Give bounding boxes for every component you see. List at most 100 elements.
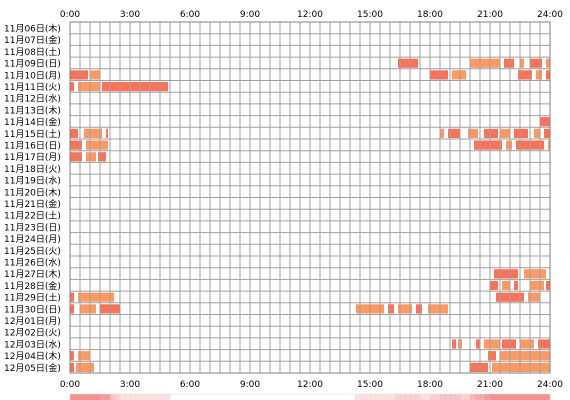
activity-bar: [86, 152, 96, 162]
density-cell: [350, 394, 355, 400]
density-cell: [480, 394, 486, 400]
activity-bar: [468, 128, 478, 138]
activity-bar: [86, 140, 108, 150]
row-label: 12月03日(水): [4, 338, 61, 350]
x-tick-label-top: 18:00: [417, 10, 443, 20]
activity-bar: [484, 339, 500, 349]
density-cell: [100, 394, 106, 400]
density-cell: [155, 394, 161, 400]
density-cell: [520, 394, 526, 400]
density-cell: [215, 394, 220, 400]
x-tick-label-bottom: 15:00: [357, 380, 383, 390]
activity-bar: [546, 280, 550, 291]
row-label: 11月14日(金): [4, 116, 61, 128]
activity-bar: [78, 82, 100, 92]
density-cell: [470, 394, 476, 400]
row-label: 11月24日(月): [4, 234, 61, 245]
density-cell: [140, 394, 146, 400]
activity-bar: [398, 304, 412, 314]
activity-bar: [78, 351, 90, 361]
density-cell: [120, 394, 126, 400]
density-cell: [325, 394, 330, 400]
x-tick-label-bottom: 21:00: [477, 380, 503, 390]
activity-bar: [70, 128, 78, 138]
density-cell: [440, 394, 446, 400]
x-tick-label-top: 12:00: [297, 10, 323, 20]
density-cell: [300, 394, 305, 400]
activity-bar: [398, 58, 418, 68]
row-label: 11月17日(月): [4, 152, 61, 163]
density-cell: [315, 394, 320, 400]
density-cell: [450, 394, 456, 400]
density-cell: [540, 394, 546, 400]
density-cell: [285, 394, 290, 400]
activity-bar: [514, 280, 518, 291]
density-cell: [395, 394, 401, 400]
x-tick-label-top: 9:00: [240, 10, 260, 20]
density-cell: [190, 394, 195, 400]
density-cell: [260, 394, 265, 400]
density-cell: [495, 394, 501, 400]
activity-bar: [476, 339, 480, 349]
activity-bar: [520, 58, 524, 68]
density-cell: [445, 394, 451, 400]
activity-bar: [518, 70, 532, 80]
row-label: 11月09日(日): [4, 59, 61, 70]
activity-bar: [452, 70, 466, 80]
activity-bar: [416, 304, 422, 314]
density-cell: [320, 394, 325, 400]
activity-bar: [548, 140, 550, 150]
activity-bar: [546, 70, 550, 80]
activity-bar: [488, 351, 496, 361]
density-cell: [530, 394, 536, 400]
row-label: 11月18日(火): [4, 164, 61, 175]
activity-bar: [504, 58, 514, 68]
x-tick-label-bottom: 9:00: [240, 380, 260, 390]
density-cell: [390, 394, 396, 400]
row-label: 12月01日(月): [4, 316, 61, 327]
row-label: 11月22日(土): [4, 210, 61, 222]
activity-bar: [70, 351, 74, 361]
activity-bar: [106, 128, 108, 138]
activity-bar: [70, 292, 74, 302]
density-cell: [95, 394, 101, 400]
density-cell: [400, 394, 406, 400]
density-cell: [225, 394, 230, 400]
activity-bar: [80, 304, 96, 314]
row-label: 11月27日(木): [4, 268, 61, 280]
activity-bar: [452, 339, 456, 349]
row-label: 11月16日(日): [4, 141, 61, 152]
density-cell: [125, 394, 131, 400]
activity-bar: [448, 128, 460, 138]
top-axis-labels: 0:00 3:00 6:00 9:00 12:00 15:00 18:00 21:00 24:0…: [60, 10, 563, 20]
activity-bar: [70, 70, 88, 80]
x-tick-label-top: 24:00: [537, 10, 563, 20]
density-cell: [235, 394, 240, 400]
activity-bar: [536, 70, 542, 80]
activity-bar: [98, 152, 106, 162]
density-cell: [505, 394, 511, 400]
density-cell: [220, 394, 225, 400]
density-cell: [240, 394, 245, 400]
activity-bar: [540, 117, 550, 127]
density-cell: [230, 394, 235, 400]
x-tick-label-bottom: 3:00: [120, 380, 140, 390]
row-label: 11月20日(木): [4, 186, 61, 198]
density-cell: [170, 394, 175, 400]
density-cell: [255, 394, 260, 400]
density-cell: [510, 394, 516, 400]
x-tick-label-top: 0:00: [60, 10, 80, 20]
density-cell: [70, 394, 76, 400]
density-cell: [280, 394, 285, 400]
activity-bar: [78, 292, 114, 302]
plot-area: [69, 21, 551, 374]
density-cell: [295, 394, 300, 400]
density-cell: [420, 394, 426, 400]
row-label: 11月26日(水): [4, 257, 61, 269]
density-cell: [165, 394, 171, 400]
activity-bar: [474, 140, 502, 150]
density-cell: [245, 394, 250, 400]
activity-bar: [500, 128, 510, 138]
row-labels: 11月06日(木)11月07日(金)11月08日(土)11月09日(日)11月1…: [4, 23, 61, 374]
row-label: 12月02日(火): [4, 328, 61, 339]
